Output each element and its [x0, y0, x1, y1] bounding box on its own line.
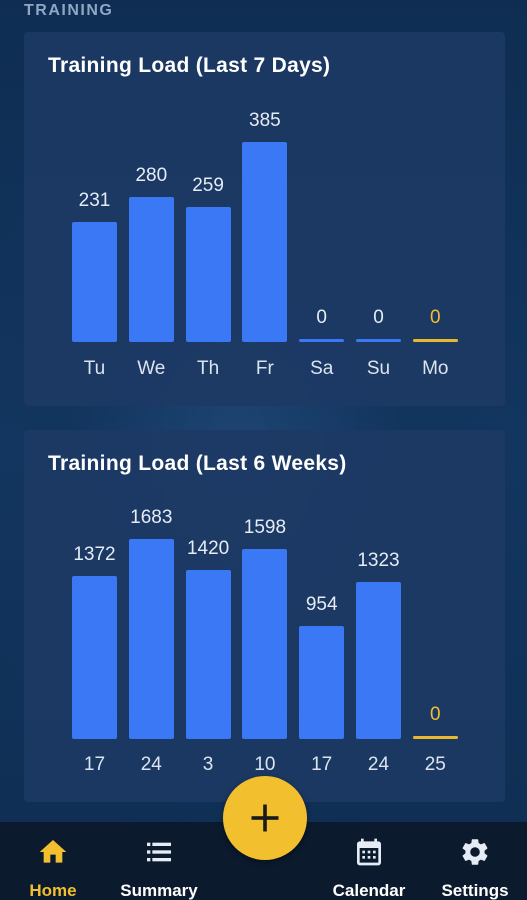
list-icon: [147, 842, 171, 862]
category-label: 24: [140, 754, 162, 775]
category-label: 3: [202, 754, 214, 775]
nav-calendar-label: Calendar: [332, 881, 406, 900]
bar-24: [128, 539, 174, 739]
home-icon: [39, 840, 67, 863]
bar-3: [185, 570, 231, 739]
category-label: 10: [254, 754, 276, 775]
bar-17: [72, 575, 117, 739]
bar-Sa: [299, 339, 345, 342]
bar-value-label: 1598: [243, 517, 287, 539]
category-label: 24: [367, 754, 390, 775]
nav-settings-label: Settings: [441, 881, 509, 900]
category-label: Tu: [83, 358, 106, 379]
bar-value-label: 0: [430, 307, 441, 328]
bar-value-label: 231: [78, 190, 111, 211]
bar-value-label: 1372: [73, 543, 116, 565]
bar-value-label: 259: [192, 175, 224, 197]
calendar-icon: [357, 838, 381, 866]
bar-value-label: 1420: [186, 538, 230, 560]
bar-Su: [356, 339, 401, 342]
category-label: Th: [197, 358, 220, 379]
bar-value-label: 280: [135, 164, 168, 186]
category-label: Sa: [310, 358, 334, 379]
gear-icon: [462, 839, 488, 865]
weekly-load-card: Training Load (Last 7 Days) 231 Tu 280 We 25…: [24, 32, 505, 406]
bar-Tu: [72, 222, 117, 342]
nav-summary[interactable]: Summary: [104, 822, 214, 900]
category-label: Mo: [422, 358, 449, 379]
six-week-load-chart: 1372 17 1683 24 1420 3 1598 10 954 17 1323 24 0 25: [24, 430, 505, 802]
plus-icon: [251, 804, 279, 832]
bar-17: [299, 625, 345, 739]
nav-home-label: Home: [29, 881, 77, 900]
bar-25: [412, 736, 458, 739]
card-title: Training Load (Last 6 Weeks): [48, 452, 347, 475]
add-activity-button[interactable]: [223, 776, 307, 860]
bar-10: [242, 549, 288, 739]
nav-calendar[interactable]: Calendar: [314, 822, 424, 900]
bar-value-label: 954: [305, 593, 338, 615]
section-label: TRAINING: [24, 2, 114, 19]
category-label: 17: [83, 754, 106, 775]
nav-summary-label: Summary: [120, 881, 198, 900]
bar-value-label: 0: [430, 704, 441, 725]
bar-24: [356, 581, 401, 739]
category-label: Su: [366, 358, 391, 379]
category-label: 25: [424, 754, 446, 775]
bar-value-label: 385: [249, 110, 281, 131]
six-week-load-card: Training Load (Last 6 Weeks) 1372 17 1683 2…: [24, 430, 505, 802]
category-label: Fr: [255, 358, 274, 379]
card-title: Training Load (Last 7 Days): [48, 54, 331, 77]
bar-Th: [185, 207, 231, 342]
bar-value-label: 1683: [130, 507, 173, 528]
bar-Mo: [412, 339, 458, 342]
bar-value-label: 0: [373, 307, 384, 328]
category-label: We: [137, 358, 166, 379]
nav-settings[interactable]: Settings: [420, 822, 527, 900]
bar-We: [128, 196, 174, 342]
bar-value-label: 1323: [357, 549, 400, 571]
bar-value-label: 0: [316, 307, 327, 328]
bottom-navigation: Home Summary Calendar Settings: [0, 822, 527, 900]
bar-Fr: [242, 142, 288, 342]
category-label: 17: [311, 754, 333, 775]
weekly-load-chart: 231 Tu 280 We 259 Th 385 Fr 0 Sa 0 Su 0 Mo: [24, 32, 505, 406]
nav-home[interactable]: Home: [0, 822, 108, 900]
